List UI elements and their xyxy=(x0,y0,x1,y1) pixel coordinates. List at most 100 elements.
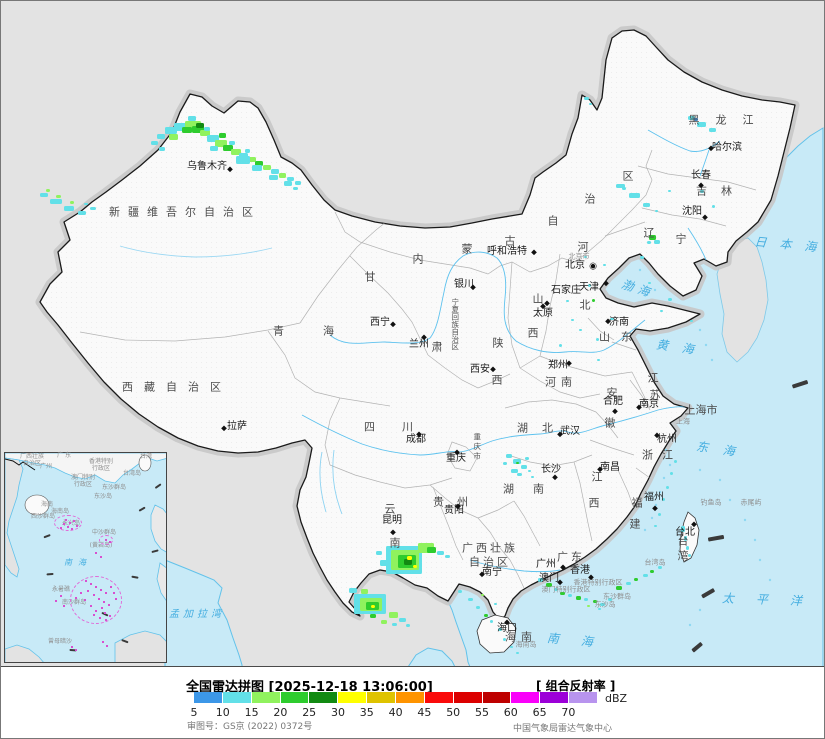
colorbar-segment xyxy=(222,692,251,703)
radar-echo xyxy=(658,513,661,516)
island-dot xyxy=(105,592,107,594)
radar-echo xyxy=(247,157,256,162)
province-label: 西 xyxy=(588,496,600,510)
island-dot xyxy=(113,592,115,594)
city-label: 西宁 xyxy=(370,317,390,328)
radar-echo xyxy=(64,206,74,211)
radar-echo xyxy=(521,465,527,469)
radar-echo xyxy=(200,130,210,136)
island-dot xyxy=(65,519,67,521)
province-label: 西藏自治区 xyxy=(122,380,232,394)
radar-echo xyxy=(182,127,192,133)
city-label: 长沙 xyxy=(541,464,561,475)
radar-echo xyxy=(616,184,625,188)
inset-borneo xyxy=(114,630,166,662)
radar-echo xyxy=(376,551,382,555)
province-label: 湖北 xyxy=(517,421,567,435)
radar-echo xyxy=(380,560,388,566)
small-gray-label: 赤尾屿 xyxy=(740,498,762,507)
inset-label: 广西壮族 xyxy=(19,453,45,460)
province-label: 浙江 xyxy=(642,448,682,462)
island-dot xyxy=(101,607,103,609)
radar-echo xyxy=(271,169,279,174)
province-label: 江 xyxy=(591,470,603,484)
province-label: 治 xyxy=(584,192,596,206)
province-label: 湾 xyxy=(677,549,689,563)
radar-echo xyxy=(407,556,412,560)
radar-echo xyxy=(654,525,657,527)
province-label: 徽 xyxy=(604,416,616,430)
city-label: 济南 xyxy=(609,317,629,328)
city-label: 台北 xyxy=(675,527,695,538)
radar-echo xyxy=(418,543,434,553)
island-dot xyxy=(95,610,97,612)
colorbar-tick: 40 xyxy=(388,706,403,719)
radar-echo xyxy=(70,201,74,204)
radar-echo xyxy=(587,605,590,607)
radar-echo xyxy=(634,578,638,581)
province-label: 山东 xyxy=(599,330,643,344)
radar-echo xyxy=(593,600,597,603)
colorbar-segment xyxy=(569,692,598,703)
inset-label: 海南 xyxy=(40,501,54,508)
island-dot xyxy=(95,552,97,554)
radar-echo xyxy=(196,123,204,128)
city-label: 南京 xyxy=(639,399,659,410)
island-group-outline xyxy=(99,535,113,545)
radar-echo xyxy=(279,173,286,178)
island-dot xyxy=(63,605,65,607)
island-dot xyxy=(85,580,87,582)
map-legend-divider xyxy=(0,666,825,667)
radar-echo xyxy=(597,359,600,361)
radar-echo xyxy=(56,195,61,198)
island-dot xyxy=(71,646,73,648)
island-dot xyxy=(115,598,117,600)
radar-echo xyxy=(236,156,250,164)
island-dot xyxy=(98,598,100,600)
legend-product-label: [ 组合反射率 ] xyxy=(536,679,616,693)
radar-echo xyxy=(566,300,569,302)
radar-echo xyxy=(490,620,493,623)
radar-echo xyxy=(584,256,587,258)
radar-echo xyxy=(596,338,599,341)
radar-echo xyxy=(668,190,671,192)
radar-echo xyxy=(588,284,591,287)
radar-echo xyxy=(229,141,235,145)
korea-peninsula xyxy=(716,237,769,363)
radar-echo xyxy=(626,582,631,585)
radar-echo xyxy=(269,175,278,180)
city-label: 西安 xyxy=(470,364,490,375)
island-dot xyxy=(60,527,62,529)
radar-echo xyxy=(437,551,444,555)
island-dot xyxy=(73,520,75,522)
radar-echo xyxy=(643,203,650,207)
province-label: 甘 xyxy=(364,270,376,284)
inset-label: 东沙岛 xyxy=(93,493,113,500)
radar-echo xyxy=(643,574,648,577)
city-label: 哈尔滨 xyxy=(712,142,742,153)
island-group-outline xyxy=(70,576,122,624)
province-label: 四川 xyxy=(364,420,440,434)
colorbar-segment xyxy=(338,692,367,703)
province-label: 重庆市 xyxy=(472,432,482,462)
colorbar-tick: 45 xyxy=(417,706,432,719)
province-label: 自 xyxy=(547,214,559,228)
radar-echo xyxy=(560,592,565,595)
radar-echo xyxy=(406,624,410,627)
city-label: 乌鲁木齐 xyxy=(187,161,227,172)
city-label: 石家庄 xyxy=(551,285,581,296)
province-label: 江 xyxy=(647,371,659,385)
radar-echo xyxy=(697,122,706,127)
radar-echo xyxy=(589,103,592,105)
colorbar-segment xyxy=(194,692,222,703)
radar-echo xyxy=(231,149,241,155)
radar-echo xyxy=(207,135,219,142)
island-dot xyxy=(75,597,77,599)
inset-label: 海南岛 xyxy=(50,508,70,515)
radar-echo xyxy=(468,598,473,601)
south-china-sea-inset xyxy=(4,452,167,663)
colorbar-tick: 20 xyxy=(273,706,288,719)
province-label: 黑龙江 xyxy=(688,113,770,127)
radar-echo xyxy=(151,141,158,145)
radar-echo xyxy=(681,526,685,532)
